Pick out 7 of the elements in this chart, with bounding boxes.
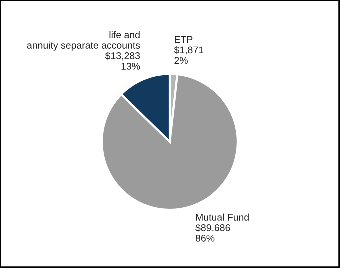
slice-label: Mutual Fund <box>196 214 249 221</box>
data-label: $1,871 2% <box>174 46 204 64</box>
slice-label: ETP <box>175 36 193 44</box>
data-label: $13,283 13% <box>105 52 140 70</box>
pie-slice <box>100 73 240 212</box>
data-label: $89,686 86% <box>196 224 230 242</box>
slice-label: life and annuity separate accounts <box>27 31 140 51</box>
